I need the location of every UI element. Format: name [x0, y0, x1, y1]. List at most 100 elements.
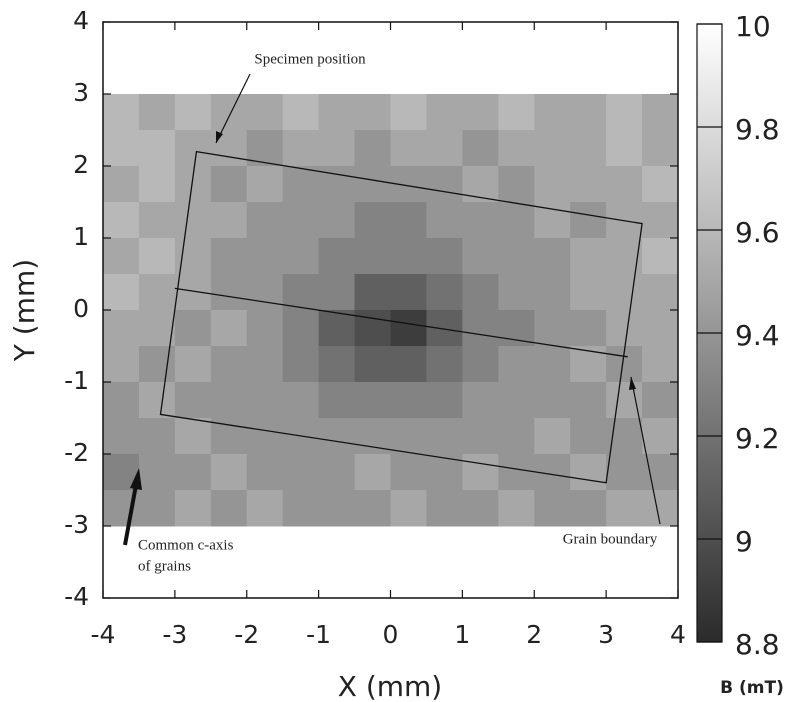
heatmap-cell: [138, 166, 176, 203]
arrow-head: [629, 377, 636, 390]
heatmap-cell: [138, 94, 176, 131]
heatmap-cell: [210, 202, 248, 239]
y-tick-label: -2: [64, 438, 89, 467]
heatmap-cell: [570, 490, 607, 527]
arrow-head: [216, 131, 223, 143]
heatmap-cell: [103, 418, 140, 455]
heatmap-cell: [354, 346, 391, 383]
heatmap-cell: [282, 166, 320, 203]
heatmap-cell: [318, 238, 356, 275]
heatmap-cell: [462, 94, 499, 131]
heatmap-cell: [354, 166, 391, 203]
heatmap-cell: [390, 274, 427, 311]
annotation: Grain boundary: [563, 531, 658, 547]
heatmap-cell: [606, 382, 643, 419]
heatmap-cell: [318, 382, 356, 419]
heatmap-cell: [606, 418, 643, 455]
heatmap-cell: [210, 310, 248, 347]
heatmap-cell: [570, 202, 607, 239]
heatmap-cell: [642, 454, 679, 491]
heatmap-cell: [103, 274, 140, 311]
heatmap-cell: [642, 310, 679, 347]
annotation: Common c-axis: [138, 537, 234, 553]
x-tick-label: 2: [526, 620, 542, 649]
heatmap-cell: [606, 94, 643, 131]
heatmap-cell: [570, 130, 607, 167]
heatmap-cell: [318, 490, 356, 527]
x-tick-label: -1: [306, 620, 331, 649]
y-tick-label: -3: [64, 510, 89, 539]
heatmap-cell: [426, 94, 463, 131]
heatmap-cell: [642, 418, 679, 455]
heatmap-cell: [390, 454, 427, 491]
heatmap-cell: [570, 310, 607, 347]
heatmap-cell: [354, 490, 391, 527]
colorbar-tick-label: 9.4: [735, 319, 780, 352]
heatmap-cell: [210, 454, 248, 491]
x-axis-label: X (mm): [338, 670, 442, 702]
heatmap-cell: [390, 310, 427, 347]
heatmap-cell: [246, 490, 284, 527]
heatmap-cell: [282, 94, 320, 131]
heatmap-cell: [462, 274, 499, 311]
heatmap-cell: [354, 454, 391, 491]
heatmap-cell: [246, 346, 284, 383]
heatmap-cell: [570, 418, 607, 455]
heatmap-cell: [103, 202, 140, 239]
heatmap-cell: [426, 130, 463, 167]
x-tick-label: -3: [162, 620, 187, 649]
heatmap-cell: [462, 418, 499, 455]
heatmap-cell: [498, 130, 535, 167]
heatmap-cell: [318, 202, 356, 239]
heatmap-cell: [462, 130, 499, 167]
arrow: [123, 484, 138, 546]
annotation: of grains: [138, 558, 191, 574]
heatmap-cell: [103, 382, 140, 419]
heatmap-cell: [138, 310, 176, 347]
heatmap-cell: [642, 274, 679, 311]
heatmap-cell: [210, 490, 248, 527]
grain-boundary: [174, 287, 628, 358]
heatmap-cell: [606, 454, 643, 491]
heatmap-cell: [390, 202, 427, 239]
colorbar-tick-label: 8.8: [735, 628, 780, 661]
heatmap-cell: [498, 94, 535, 131]
heatmap-cell: [606, 490, 643, 527]
heatmap-cell: [642, 94, 679, 131]
heatmap-cell: [282, 238, 320, 275]
heatmap-cell: [606, 310, 643, 347]
heatmap-cell: [606, 274, 643, 311]
heatmap-cell: [103, 166, 140, 203]
heatmap-cell: [138, 418, 176, 455]
heatmap-cell: [354, 202, 391, 239]
heatmap-cell: [174, 382, 212, 419]
heatmap-cell: [174, 346, 212, 383]
heatmap-cell: [210, 238, 248, 275]
heatmap-cell: [282, 310, 320, 347]
heatmap-cell: [390, 238, 427, 275]
heatmap-cell: [246, 454, 284, 491]
heatmap-cell: [282, 346, 320, 383]
heatmap-cell: [426, 382, 463, 419]
heatmap-cell: [570, 166, 607, 203]
heatmap-cell: [426, 274, 463, 311]
heatmap-cell: [642, 238, 679, 275]
arrow: [630, 376, 661, 525]
x-tick-label: 0: [383, 620, 399, 649]
heatmap-cell: [462, 238, 499, 275]
heatmap-cell: [103, 238, 140, 275]
heatmap-cell: [390, 130, 427, 167]
heatmap-cell: [390, 418, 427, 455]
heatmap-cell: [174, 94, 212, 131]
heatmap-cell: [534, 382, 571, 419]
heatmap-cell: [103, 130, 140, 167]
heatmap-cell: [246, 418, 284, 455]
heatmap-cell: [282, 130, 320, 167]
heatmap-cell: [498, 382, 535, 419]
heatmap-cell: [534, 166, 571, 203]
heatmap-cell: [210, 382, 248, 419]
heatmap-cell: [462, 166, 499, 203]
heatmap-cell: [606, 130, 643, 167]
y-tick-label: -1: [64, 366, 89, 395]
heatmap-cell: [210, 94, 248, 131]
